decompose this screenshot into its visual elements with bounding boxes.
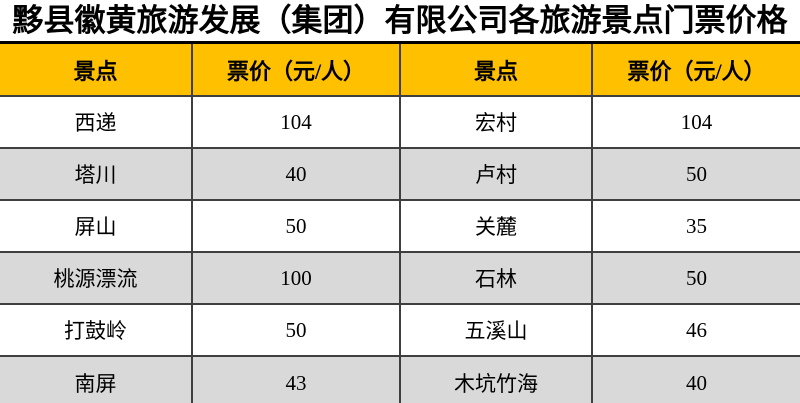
- cell-attraction: 南屏: [0, 356, 192, 403]
- header-attraction-right: 景点: [399, 42, 592, 97]
- cell-attraction: 宏村: [399, 96, 592, 149]
- header-price-right: 票价（元/人）: [591, 42, 800, 97]
- cell-price: 40: [591, 356, 800, 403]
- cell-price: 50: [591, 148, 800, 201]
- cell-attraction: 屏山: [0, 200, 192, 253]
- cell-attraction: 桃源漂流: [0, 252, 192, 305]
- header-price-left: 票价（元/人）: [191, 42, 400, 97]
- header-attraction-left: 景点: [0, 42, 192, 97]
- cell-price: 50: [591, 252, 800, 305]
- table-row: 桃源漂流 100 石林 50: [0, 252, 800, 305]
- cell-attraction: 塔川: [0, 148, 192, 201]
- table-row: 西递 104 宏村 104: [0, 96, 800, 149]
- page-title: 黟县徽黄旅游发展（集团）有限公司各旅游景点门票价格: [12, 3, 788, 38]
- cell-price: 50: [191, 304, 400, 357]
- table-row: 打鼓岭 50 五溪山 46: [0, 304, 800, 357]
- cell-price: 100: [191, 252, 400, 305]
- cell-price: 43: [191, 356, 400, 403]
- table-row: 南屏 43 木坑竹海 40: [0, 356, 800, 403]
- cell-attraction: 卢村: [399, 148, 592, 201]
- ticket-price-table: 景点 票价（元/人） 景点 票价（元/人） 西递 104 宏村 104 塔川 4…: [0, 41, 800, 403]
- table-row: 塔川 40 卢村 50: [0, 148, 800, 201]
- cell-price: 104: [191, 96, 400, 149]
- cell-price: 40: [191, 148, 400, 201]
- cell-attraction: 木坑竹海: [399, 356, 592, 403]
- cell-price: 35: [591, 200, 800, 253]
- cell-price: 50: [191, 200, 400, 253]
- cell-attraction: 打鼓岭: [0, 304, 192, 357]
- cell-attraction: 五溪山: [399, 304, 592, 357]
- cell-attraction: 关麓: [399, 200, 592, 253]
- cell-price: 104: [591, 96, 800, 149]
- cell-attraction: 西递: [0, 96, 192, 149]
- table-header-row: 景点 票价（元/人） 景点 票价（元/人）: [0, 42, 800, 97]
- cell-attraction: 石林: [399, 252, 592, 305]
- table-row: 屏山 50 关麓 35: [0, 200, 800, 253]
- cell-price: 46: [591, 304, 800, 357]
